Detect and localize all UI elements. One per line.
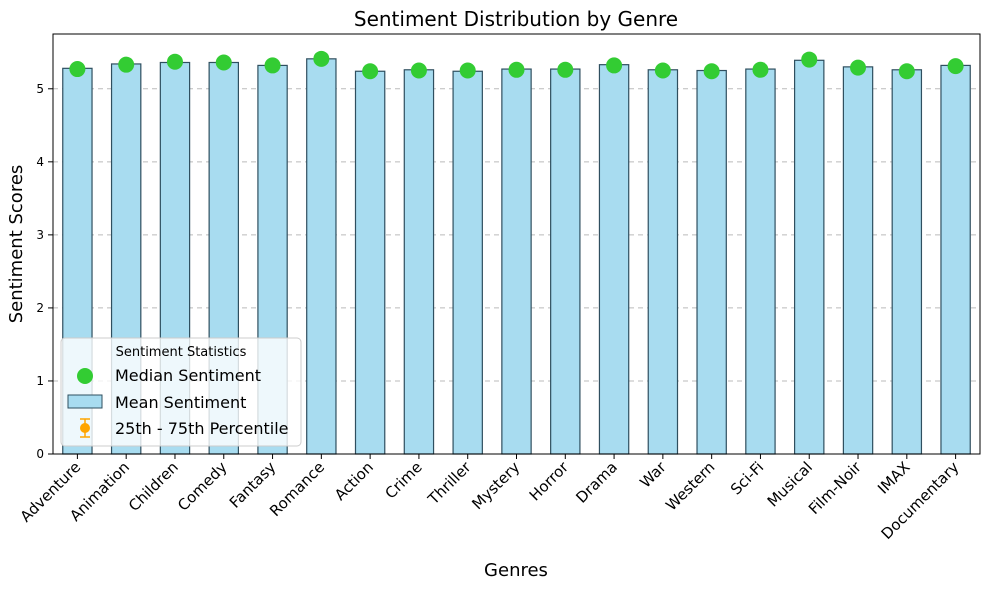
legend-mean-label: Mean Sentiment: [115, 393, 246, 412]
y-tick-label-3: 3: [36, 228, 44, 242]
bar-Drama: [598, 64, 630, 455]
x-tick-label-Sci-Fi: Sci-Fi: [727, 458, 767, 498]
y-tick-label-1: 1: [36, 374, 44, 388]
x-tick-label-Drama: Drama: [572, 458, 621, 507]
x-tick-label-Western: Western: [662, 458, 718, 514]
bar-Romance: [306, 58, 337, 455]
median-point-Thriller: [459, 62, 476, 79]
median-point-Fantasy: [264, 57, 281, 74]
chart-title: Sentiment Distribution by Genre: [354, 7, 678, 31]
bar-Sci-Fi: [745, 68, 776, 455]
median-point-Comedy: [215, 54, 232, 71]
median-point-War: [654, 62, 671, 79]
bar-Western: [696, 69, 727, 455]
bar-War: [647, 69, 679, 455]
median-point-Romance: [313, 50, 330, 67]
x-tick-label-Horror: Horror: [526, 458, 573, 505]
median-points: [69, 50, 964, 80]
bar-Horror: [550, 68, 581, 455]
legend-mean-swatch: [67, 394, 103, 409]
x-axis-label: Genres: [484, 560, 548, 581]
median-point-Documentary: [947, 58, 964, 75]
y-axis: 0 1 2 3 4 5: [36, 82, 53, 461]
bar-Crime: [403, 69, 435, 455]
y-tick-label-4: 4: [36, 155, 44, 169]
x-tick-label-Children: Children: [125, 458, 182, 515]
y-tick-label-0: 0: [36, 447, 44, 461]
legend-percentile-label: 25th - 75th Percentile: [115, 419, 289, 438]
median-point-Adventure: [69, 61, 86, 78]
x-tick-label-Crime: Crime: [381, 458, 425, 502]
legend-errorbar-dot: [80, 423, 90, 433]
median-point-Mystery: [508, 61, 525, 78]
x-tick-label-Comedy: Comedy: [174, 458, 231, 515]
median-point-Horror: [557, 61, 574, 78]
median-point-Children: [166, 53, 183, 70]
median-point-Drama: [606, 57, 623, 74]
x-tick-label-Mystery: Mystery: [468, 458, 523, 513]
x-axis: AdventureAnimationChildrenComedyFantasyR…: [17, 454, 963, 543]
legend-box: [60, 337, 302, 447]
bar-Musical: [793, 59, 825, 455]
bar-Mystery: [501, 68, 532, 455]
legend-median-marker: [77, 368, 93, 384]
bar-Action: [354, 70, 386, 455]
bar-Thriller: [452, 70, 483, 455]
x-tick-label-War: War: [636, 458, 670, 492]
median-point-Film-Noir: [850, 59, 867, 76]
median-point-Sci-Fi: [752, 61, 769, 78]
median-point-IMAX: [898, 63, 915, 80]
bar-IMAX: [891, 69, 923, 455]
bar-Documentary: [940, 64, 971, 455]
median-point-Musical: [801, 51, 818, 68]
x-tick-label-Thriller: Thriller: [424, 458, 475, 509]
y-tick-label-5: 5: [36, 82, 44, 96]
x-tick-label-Action: Action: [331, 458, 377, 504]
legend-median-label: Median Sentiment: [115, 366, 261, 385]
median-point-Action: [362, 63, 379, 80]
median-point-Western: [703, 63, 720, 80]
y-tick-label-2: 2: [36, 301, 44, 315]
legend: Sentiment Statistics Median Sentiment Me…: [60, 337, 302, 447]
legend-percentile-marker: [80, 418, 90, 438]
legend-title: Sentiment Statistics: [116, 345, 247, 360]
median-point-Crime: [410, 62, 427, 79]
bar-Film-Noir: [842, 66, 874, 455]
median-point-Animation: [118, 56, 135, 73]
y-axis-label: Sentiment Scores: [6, 165, 27, 324]
x-tick-label-Film-Noir: Film-Noir: [805, 458, 865, 518]
x-tick-label-IMAX: IMAX: [874, 458, 914, 498]
